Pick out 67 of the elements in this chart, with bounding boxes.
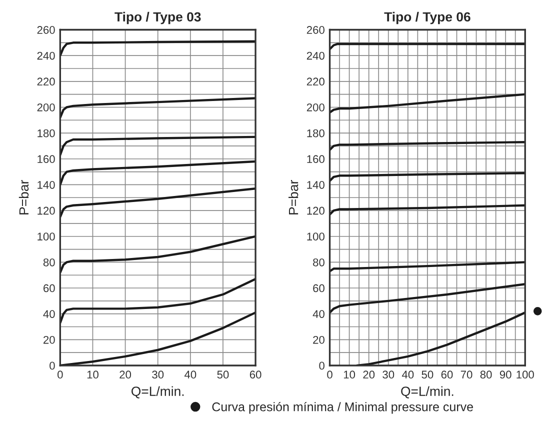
x-tick-label: 40 [184,370,196,379]
y-tick-label: 20 [313,336,324,344]
x-tick-label: 100 [516,370,534,379]
line-series [60,278,256,324]
y-tick-label: 80 [313,258,324,266]
y-tick-label: 0 [319,362,324,370]
y-tick-label: 40 [312,310,324,318]
y-tick-label: 160 [307,155,324,164]
y-tick-label: 260 [37,26,55,34]
line-series [356,311,526,366]
y-tick-label: 120 [307,206,324,215]
y-tick-label: 0 [50,362,55,370]
line-series [330,283,526,314]
x-axis-title: Q=L/min. [132,386,184,398]
y-tick-label: 140 [38,180,55,189]
y-tick-label: 40 [43,310,55,318]
x-tick-label: 40 [402,370,414,379]
y-tick-label: 180 [307,129,324,138]
x-tick-label: 90 [500,370,512,379]
line-series [330,261,526,272]
y-tick-label: 220 [306,78,324,86]
y-tick-label: 200 [306,104,324,112]
y-tick-label: 100 [38,232,55,240]
x-tick-label: 60 [441,370,453,379]
x-tick-label: 60 [250,370,262,379]
x-tick-label: 20 [363,370,375,379]
line-series [60,40,256,57]
y-axis-title: P=bar [288,180,298,214]
line-series [330,204,526,216]
line-series [60,97,256,119]
y-tick-label: 80 [43,258,55,266]
chart-title: Tipo / Type 06 [384,12,470,24]
x-tick-label: 80 [480,370,492,379]
y-tick-label: 200 [37,104,55,112]
x-tick-label: 0 [58,370,63,379]
x-tick-label: 10 [87,370,98,379]
x-tick-label: 30 [382,370,394,379]
y-tick-label: 60 [44,284,55,292]
line-series [60,136,256,156]
x-tick-label: 0 [327,370,332,379]
x-tick-label: 30 [152,370,164,379]
x-tick-label: 10 [344,370,356,379]
line-series [330,140,526,151]
y-tick-label: 100 [307,232,324,240]
x-tick-label: 50 [217,370,229,379]
chart-title: Tipo / Type 03 [114,12,201,24]
legend-label: Curva presión mínima / Minimal pressure curve [212,402,473,414]
y-tick-label: 220 [37,78,55,86]
y-axis-title: P=bar [18,180,29,214]
y-tick-label: 240 [37,52,55,60]
line-series [60,160,256,186]
line-series [330,93,526,114]
y-tick-label: 140 [307,180,324,189]
y-tick-label: 240 [306,52,324,60]
x-tick-label: 50 [422,370,434,379]
x-axis-title: Q=L/min. [401,386,454,398]
x-tick-label: 20 [120,370,132,379]
y-tick-label: 20 [44,336,55,344]
y-tick-label: 60 [313,284,324,292]
x-tick-label: 70 [460,370,472,379]
y-tick-label: 120 [38,206,55,215]
y-tick-label: 260 [306,26,324,34]
line-series [60,235,256,274]
line-series [60,187,256,218]
y-tick-label: 160 [38,155,55,164]
y-tick-label: 180 [38,129,55,138]
line-series [330,172,526,182]
